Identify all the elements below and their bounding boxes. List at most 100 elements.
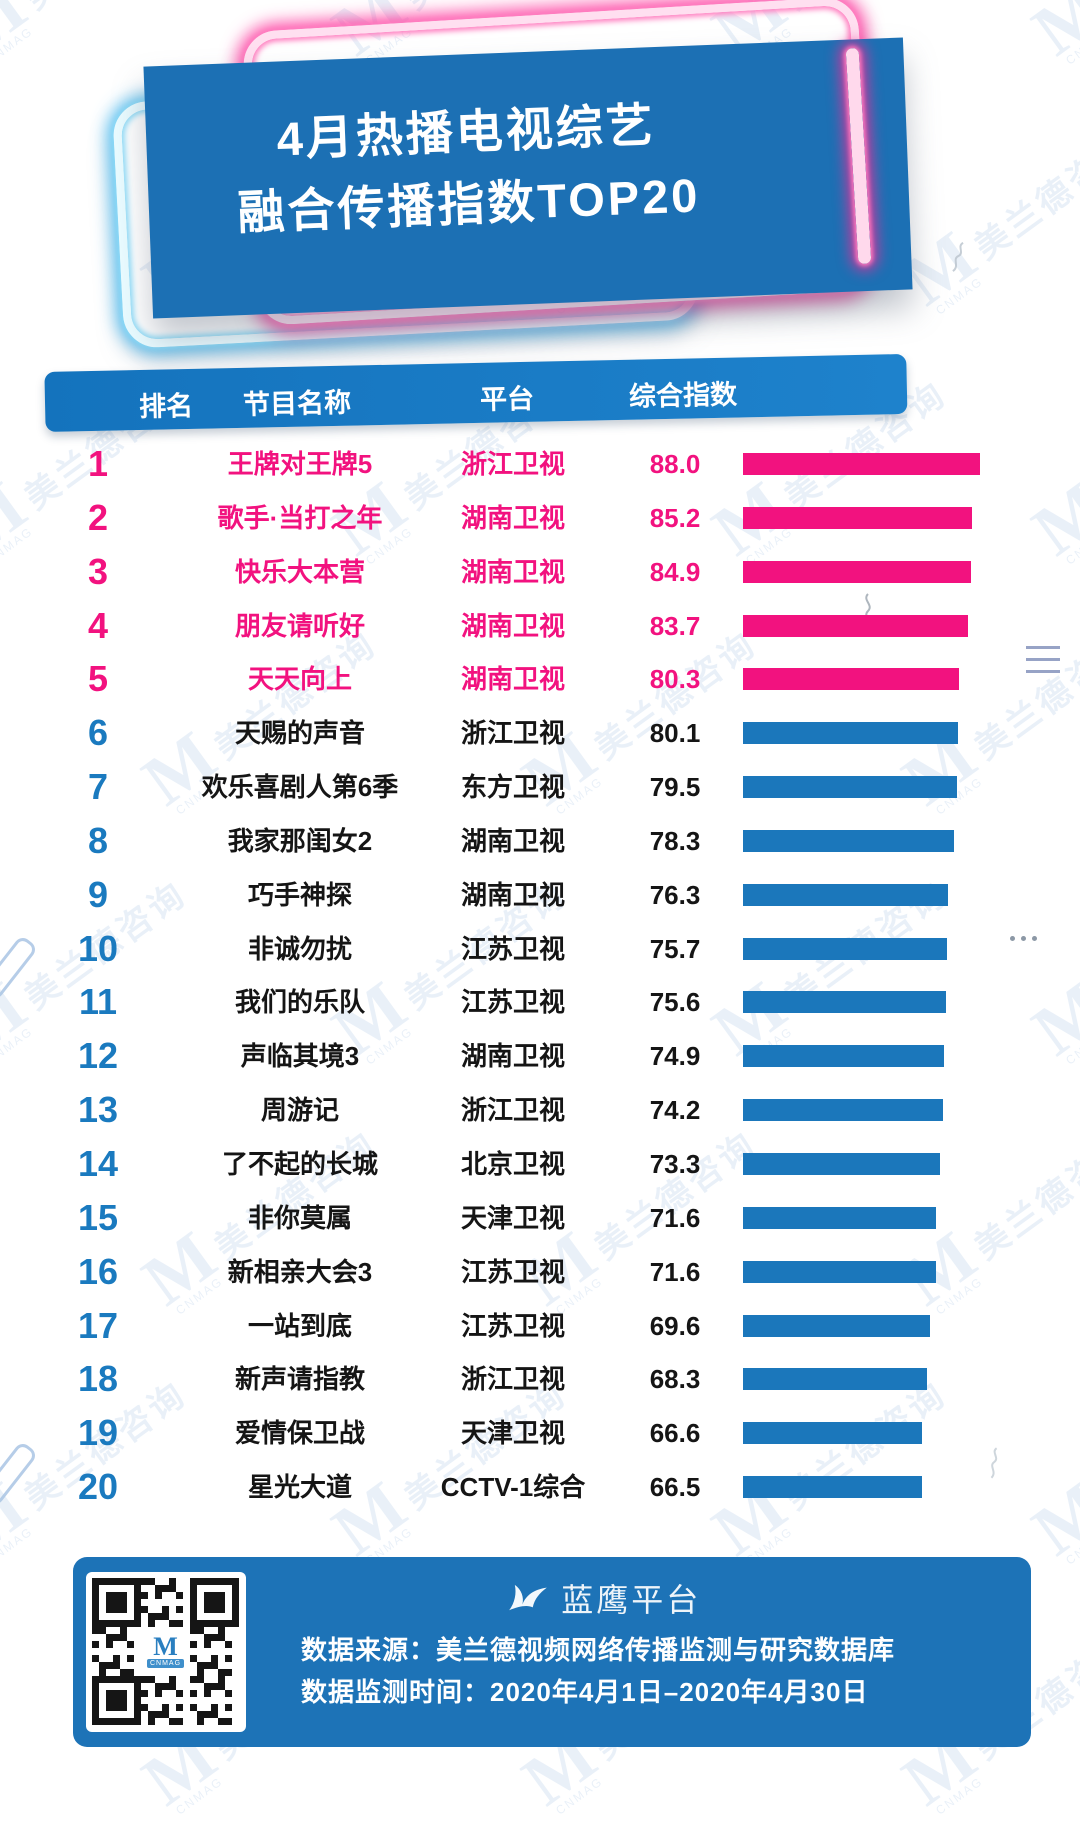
table-header: 排名 节目名称 平台 综合指数	[44, 353, 908, 432]
index-bar	[743, 991, 946, 1014]
rank-number: 11	[78, 981, 118, 1023]
rank-number: 15	[77, 1196, 119, 1238]
platform-name: 浙江卫视	[460, 718, 565, 749]
platform-brand: 蓝鹰平台	[393, 1575, 813, 1621]
index-value: 75.7	[649, 933, 701, 964]
index-value: 85.2	[649, 502, 701, 533]
table-row: 13 周游记 浙江卫视 74.2	[0, 1083, 1080, 1137]
index-bar	[743, 1152, 940, 1175]
rank-number: 10	[77, 927, 119, 969]
platform-name: 江苏卫视	[460, 933, 565, 964]
index-value: 88.0	[649, 449, 701, 479]
program-name: 星光大道	[247, 1472, 352, 1503]
platform-name: 湖南卫视	[460, 610, 565, 641]
program-name: 天天向上	[247, 664, 352, 695]
index-value: 71.6	[649, 1256, 701, 1287]
title-banner: 4月热播电视综艺 融合传播指数TOP20	[143, 37, 913, 319]
program-name: 一站到底	[247, 1310, 352, 1341]
index-value: 66.6	[649, 1418, 701, 1449]
program-name: 爱情保卫战	[234, 1418, 365, 1449]
table-row: 5 天天向上 湖南卫视 80.3	[0, 652, 1080, 706]
index-value: 74.9	[649, 1041, 701, 1072]
qr-finder-icon	[92, 1676, 141, 1725]
index-bar	[743, 937, 947, 960]
rank-number: 5	[87, 658, 109, 700]
squiggle-mark	[990, 1447, 998, 1479]
rank-number: 12	[77, 1035, 119, 1077]
platform-brand-label: 蓝鹰平台	[561, 1582, 702, 1618]
index-bar	[743, 1045, 944, 1068]
table-row: 2 歌手·当打之年 湖南卫视 85.2	[0, 491, 1080, 545]
index-value: 66.5	[649, 1472, 701, 1503]
table-row: 1 王牌对王牌5 浙江卫视 88.0	[0, 437, 1080, 491]
table-row: 11 我们的乐队 江苏卫视 75.6	[0, 975, 1080, 1029]
table-row: 14 了不起的长城 北京卫视 73.3	[0, 1137, 1080, 1191]
platform-name: 湖南卫视	[460, 556, 565, 587]
index-value: 74.2	[649, 1095, 701, 1126]
brand-logo-sub: CNMAG	[146, 1659, 185, 1668]
index-value: 71.6	[649, 1202, 701, 1233]
rank-number: 4	[87, 604, 109, 646]
ranking-list: 1 王牌对王牌5 浙江卫视 88.0 2 歌手·当打之年 湖南卫视 85.2 3…	[0, 437, 1080, 1514]
rank-number: 19	[77, 1412, 119, 1454]
program-name: 巧手神探	[247, 879, 352, 910]
index-bar	[743, 1476, 922, 1499]
header-platform: 平台	[479, 383, 535, 415]
platform-name: 湖南卫视	[460, 879, 565, 910]
program-name: 了不起的长城	[221, 1148, 378, 1179]
rank-number: 18	[77, 1358, 119, 1400]
data-source-block: 数据来源：美兰德视频网络传播监测与研究数据库 数据监测时间：2020年4月1日–…	[301, 1629, 895, 1713]
rank-number: 7	[87, 766, 109, 808]
rank-number: 13	[77, 1089, 119, 1131]
platform-name: CCTV-1综合	[440, 1472, 586, 1503]
rank-number: 3	[87, 550, 109, 592]
platform-name: 湖南卫视	[460, 502, 565, 533]
index-value: 84.9	[649, 556, 701, 587]
eagle-icon	[508, 1584, 547, 1611]
data-period-line: 数据监测时间：2020年4月1日–2020年4月30日	[301, 1677, 869, 1707]
table-row: 12 声临其境3 湖南卫视 74.9	[0, 1029, 1080, 1083]
table-row: 6 天赐的声音 浙江卫视 80.1	[0, 706, 1080, 760]
platform-name: 湖南卫视	[460, 825, 565, 856]
ellipsis-dots	[1010, 928, 1043, 946]
index-bar	[743, 829, 954, 852]
table-row: 15 非你莫属 天津卫视 71.6	[0, 1191, 1080, 1245]
brand-logo: M CNMAG	[143, 1629, 188, 1674]
index-value: 76.3	[649, 879, 701, 910]
platform-name: 浙江卫视	[460, 1364, 565, 1395]
index-value: 68.3	[649, 1364, 701, 1395]
index-bar	[743, 883, 948, 906]
index-bar	[743, 506, 972, 529]
table-row: 17 一站到底 江苏卫视 69.6	[0, 1299, 1080, 1353]
header-program-name: 节目名称	[242, 387, 352, 420]
index-bar	[743, 1260, 936, 1283]
qr-modules: M CNMAG	[92, 1578, 239, 1725]
rank-number: 16	[77, 1250, 119, 1292]
program-name: 周游记	[260, 1095, 339, 1126]
table-row: 7 欢乐喜剧人第6季 东方卫视 79.5	[0, 760, 1080, 814]
platform-name: 江苏卫视	[460, 987, 565, 1018]
rank-number: 14	[77, 1142, 119, 1184]
footer-panel: M CNMAG 蓝鹰平台 数据来源：美兰德视频网络传播监测与研究数据库 数据监测…	[73, 1557, 1031, 1747]
rank-number: 6	[87, 712, 109, 754]
platform-name: 湖南卫视	[460, 1041, 565, 1072]
index-value: 78.3	[649, 825, 701, 856]
program-name: 王牌对王牌5	[227, 449, 373, 479]
index-bar	[743, 1422, 922, 1445]
program-name: 新声请指教	[234, 1364, 365, 1395]
platform-name: 江苏卫视	[460, 1310, 565, 1341]
program-name: 我们的乐队	[234, 987, 365, 1018]
table-row: 9 巧手神探 湖南卫视 76.3	[0, 868, 1080, 922]
qr-finder-icon	[190, 1578, 239, 1627]
rank-number: 20	[77, 1466, 119, 1508]
header-rank: 排名	[138, 390, 194, 423]
qr-code: M CNMAG	[86, 1572, 246, 1732]
index-bar	[743, 776, 957, 799]
table-row: 20 星光大道 CCTV-1综合 66.5	[0, 1460, 1080, 1514]
table-row: 8 我家那闺女2 湖南卫视 78.3	[0, 814, 1080, 868]
index-bar	[743, 560, 971, 583]
rank-number: 2	[87, 496, 109, 538]
program-name: 我家那闺女2	[227, 825, 373, 856]
